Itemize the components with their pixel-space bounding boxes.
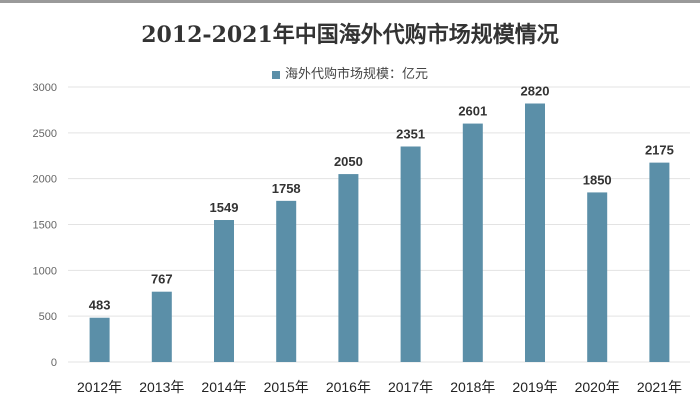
data-label: 483: [89, 298, 111, 313]
bar: [400, 146, 421, 362]
data-label: 2820: [521, 84, 550, 99]
y-tick-label: 1500: [33, 220, 57, 232]
data-label: 1758: [272, 181, 301, 196]
y-tick-label: 3000: [33, 82, 57, 94]
y-tick-label: 500: [39, 311, 57, 323]
x-tick-label: 2012年: [77, 379, 122, 395]
legend-label: 海外代购市场规模：亿元: [284, 67, 428, 82]
bar: [462, 123, 483, 362]
data-label: 2050: [334, 154, 363, 169]
bar: [525, 103, 545, 362]
bar: [338, 174, 359, 362]
chart-title: 2012-2021年中国海外代购市场规模情况: [141, 22, 559, 48]
y-tick-label: 2500: [33, 128, 57, 140]
bar: [151, 291, 172, 362]
x-tick-label: 2021年: [637, 379, 682, 395]
bar: [587, 192, 608, 362]
x-tick-label: 2019年: [512, 379, 557, 395]
y-tick-label: 2000: [33, 174, 57, 186]
y-tick-label: 0: [51, 357, 57, 369]
data-label: 2601: [458, 104, 487, 119]
bar: [89, 317, 110, 362]
data-label: 767: [151, 272, 173, 287]
bar: [276, 200, 297, 362]
x-tick-label: 2015年: [264, 379, 309, 395]
legend: 海外代购市场规模：亿元: [0, 63, 700, 82]
data-label: 1850: [583, 172, 612, 187]
data-label: 2175: [645, 143, 674, 158]
plot-area: 0 500 1000 1500 2000 2500 3000 483 2012年 767 2013年…: [33, 82, 690, 395]
data-label: 2351: [396, 126, 425, 141]
data-label: 1549: [210, 200, 239, 215]
y-tick-label: 1000: [33, 265, 57, 277]
x-tick-label: 2016年: [326, 379, 371, 395]
x-tick-label: 2017年: [388, 379, 433, 395]
bar: [214, 220, 234, 362]
x-tick-label: 2020年: [575, 379, 620, 395]
x-tick-label: 2013年: [139, 379, 184, 395]
x-tick-label: 2018年: [450, 379, 495, 395]
legend-swatch: [271, 70, 280, 79]
x-tick-label: 2014年: [201, 379, 246, 395]
bar: [649, 162, 670, 362]
